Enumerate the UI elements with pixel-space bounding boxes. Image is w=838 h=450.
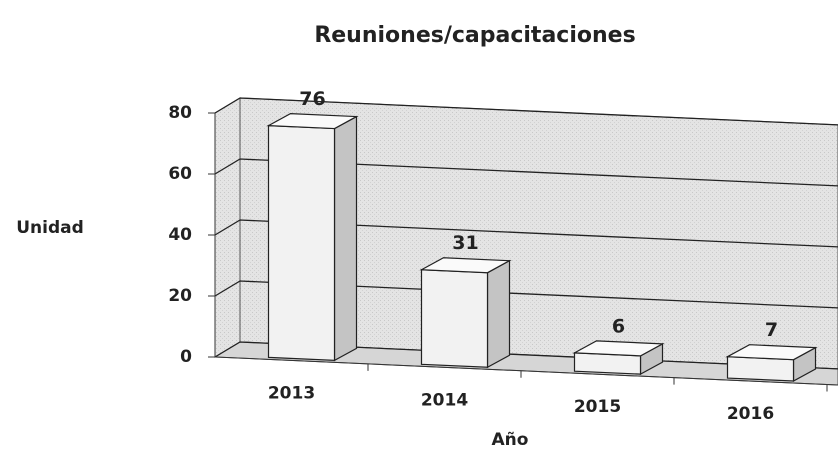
- x-tick-label: 2014: [421, 390, 468, 410]
- bar: [725, 344, 818, 383]
- bar: [419, 257, 512, 369]
- data-label: 6: [612, 315, 625, 337]
- bar: [572, 340, 665, 376]
- bar-front: [573, 352, 642, 375]
- x-tick-label: 2016: [727, 404, 774, 424]
- y-tick-label: 60: [168, 164, 192, 184]
- x-axis: [214, 356, 838, 386]
- bar-top: [572, 340, 665, 357]
- bar-front: [420, 269, 489, 368]
- y-tick-label: 40: [168, 225, 192, 245]
- chart-title: Reuniones/capacitaciones: [314, 23, 635, 48]
- y-tick-label: 0: [180, 347, 192, 367]
- bar-top: [419, 257, 512, 274]
- bar-top: [266, 113, 359, 130]
- bar-front: [726, 356, 795, 382]
- plot-area: 0 20 40 60 80 2013 76 2014 31 2015 6 2016 7: [168, 88, 838, 424]
- grid-line: [214, 219, 838, 248]
- y-tick-label: 80: [168, 103, 192, 123]
- x-tick-label: 2013: [268, 383, 315, 403]
- bar-front: [267, 124, 336, 362]
- x-tick-label: 2015: [574, 397, 621, 417]
- data-label: 7: [765, 319, 778, 341]
- bar-side: [333, 115, 358, 362]
- data-label: 76: [299, 88, 325, 110]
- bar-top: [725, 344, 818, 361]
- y-axis-label: Unidad: [16, 218, 84, 238]
- grid-line: [214, 158, 838, 187]
- y-tick-label: 20: [168, 286, 192, 306]
- grid-line: [214, 280, 838, 309]
- x-axis-label: Año: [492, 430, 529, 450]
- grid-line: [214, 97, 838, 126]
- data-label: 31: [452, 232, 478, 254]
- bar: [266, 113, 359, 362]
- bar-side: [486, 259, 511, 369]
